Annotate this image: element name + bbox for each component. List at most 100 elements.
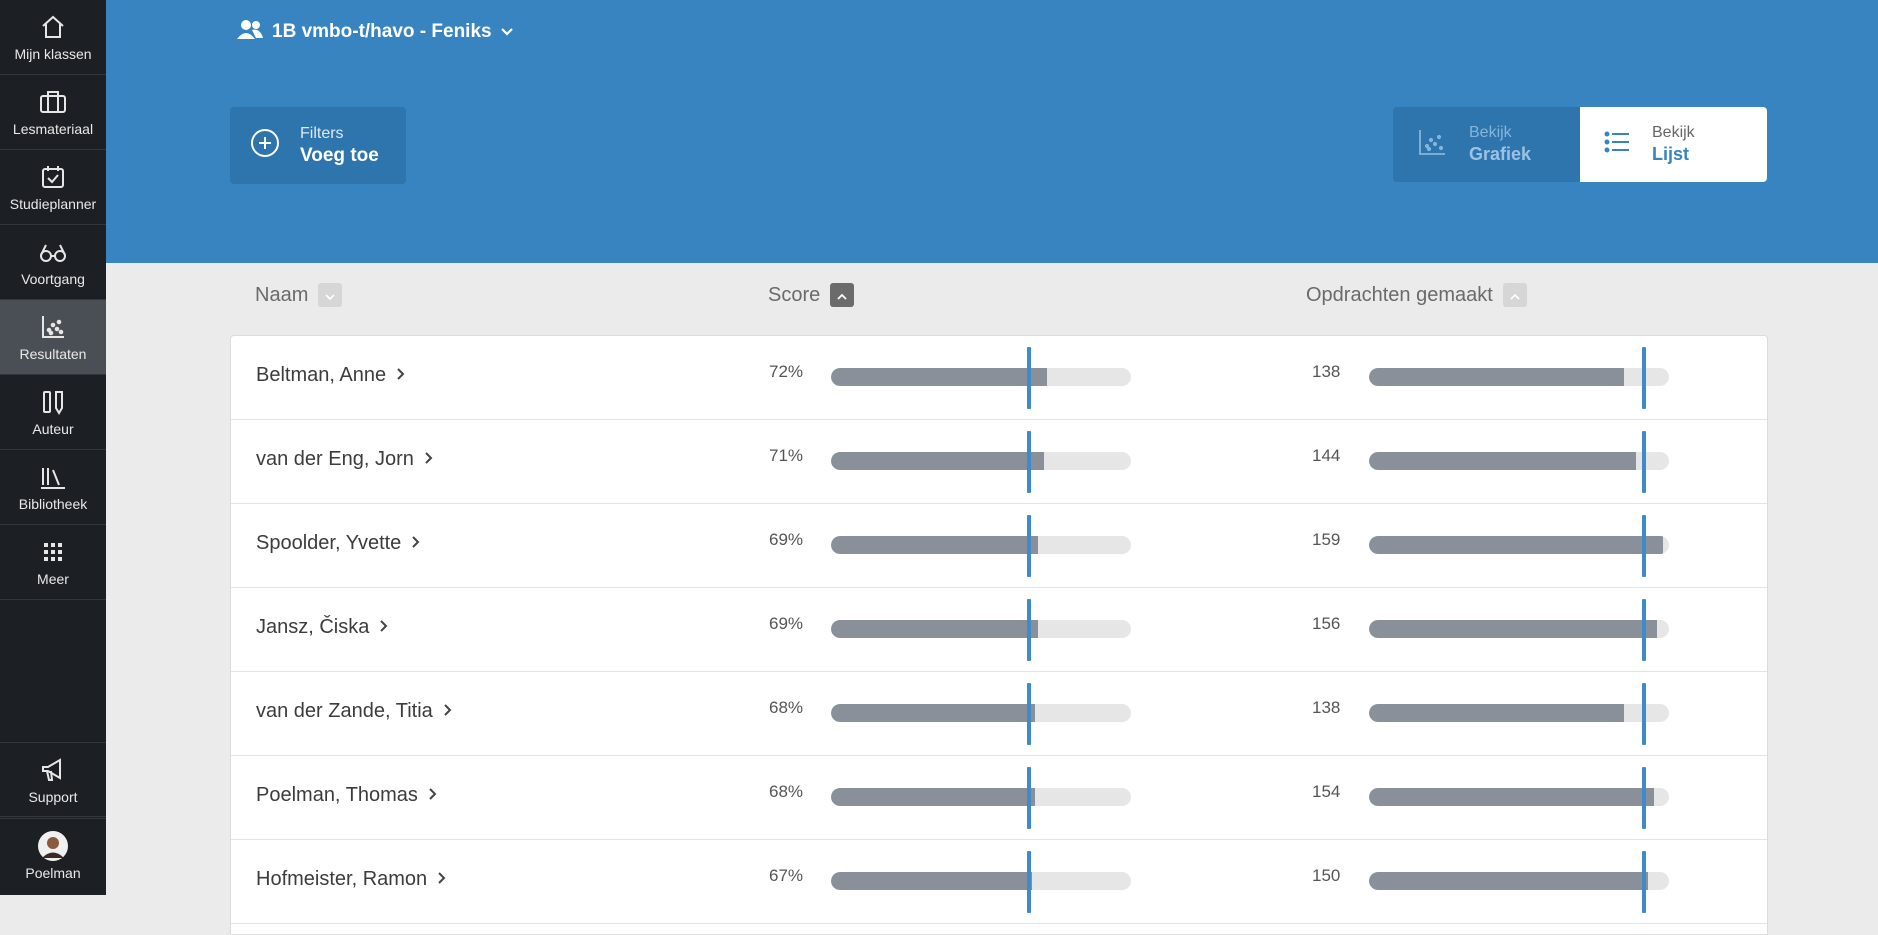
glasses-icon bbox=[38, 237, 68, 267]
assignments-average-marker bbox=[1641, 851, 1646, 913]
sidebar-item-profile[interactable]: Poelman bbox=[0, 818, 106, 893]
student-name[interactable]: van der Eng, Jorn bbox=[256, 448, 434, 471]
sidebar-item-meer[interactable]: Meer bbox=[0, 525, 106, 600]
score-value: 69% bbox=[769, 614, 804, 633]
score-value: 69% bbox=[769, 530, 804, 549]
score-bar-fill bbox=[831, 536, 1038, 554]
view-chart-button[interactable]: Bekijk Grafiek bbox=[1393, 107, 1580, 182]
group-selector[interactable]: 1B vmbo-t/havo - Feniks bbox=[236, 18, 514, 46]
column-header-score[interactable]: Score bbox=[768, 283, 855, 307]
assignments-average-marker bbox=[1641, 431, 1646, 493]
view-list-button[interactable]: Bekijk Lijst bbox=[1580, 107, 1767, 182]
table-row[interactable]: Hofmeister, Ramon 67% 150 bbox=[231, 840, 1767, 924]
table-row[interactable]: Beltman, Anne 72% 138 bbox=[231, 336, 1767, 420]
sidebar-item-label: Studieplanner bbox=[9, 196, 97, 212]
assignments-bar bbox=[1369, 620, 1669, 638]
library-icon bbox=[38, 462, 68, 492]
table-row[interactable]: Poelman, Thomas 68% 154 bbox=[231, 756, 1767, 840]
student-name-label: van der Zande, Titia bbox=[256, 700, 433, 722]
add-filter-button[interactable]: Filters Voeg toe bbox=[230, 107, 406, 184]
sidebar-item-studieplanner[interactable]: Studieplanner bbox=[0, 150, 106, 225]
column-header-label: Opdrachten gemaakt bbox=[1306, 283, 1493, 306]
sidebar-item-auteur[interactable]: Auteur bbox=[0, 375, 106, 450]
sidebar-item-label: Mijn klassen bbox=[14, 46, 92, 62]
sidebar-item-label: Lesmateriaal bbox=[12, 121, 94, 137]
assignments-bar bbox=[1369, 704, 1669, 722]
student-name-label: Spoolder, Yvette bbox=[256, 532, 402, 554]
view-list-label: Lijst bbox=[1652, 144, 1690, 164]
score-average-marker bbox=[1027, 683, 1031, 745]
chevron-right-icon bbox=[424, 448, 434, 471]
student-name[interactable]: Jansz, Čiska bbox=[256, 616, 389, 639]
assignments-bar bbox=[1369, 452, 1669, 470]
results-table: Beltman, Anne 72% 138 van der Eng, Jorn … bbox=[230, 335, 1768, 935]
chevron-up-icon bbox=[1509, 284, 1521, 307]
score-average-marker bbox=[1027, 515, 1031, 577]
briefcase-icon bbox=[38, 87, 68, 117]
assignments-value: 159 bbox=[1312, 530, 1341, 549]
score-value: 71% bbox=[769, 446, 804, 465]
view-caption: Bekijk bbox=[1469, 124, 1512, 141]
student-name[interactable]: van der Zande, Titia bbox=[256, 700, 453, 723]
column-header-name[interactable]: Naam bbox=[255, 283, 343, 307]
pencil-ruler-icon bbox=[38, 387, 68, 417]
score-bar bbox=[831, 704, 1131, 722]
score-bar-fill bbox=[831, 872, 1032, 890]
score-value: 67% bbox=[769, 866, 804, 885]
sidebar-item-resultaten[interactable]: Resultaten bbox=[0, 300, 106, 375]
score-bar bbox=[831, 368, 1131, 386]
chevron-right-icon bbox=[428, 784, 438, 807]
student-name[interactable]: Poelman, Thomas bbox=[256, 784, 438, 807]
scatter-chart-icon bbox=[38, 312, 68, 342]
sidebar-item-label: Auteur bbox=[32, 421, 74, 437]
sidebar-item-bibliotheek[interactable]: Bibliotheek bbox=[0, 450, 106, 525]
sidebar-item-support[interactable]: Support bbox=[0, 742, 106, 817]
column-header-assignments[interactable]: Opdrachten gemaakt bbox=[1306, 283, 1527, 307]
assignments-bar-fill bbox=[1369, 788, 1654, 806]
score-value: 72% bbox=[769, 362, 804, 381]
score-average-marker bbox=[1027, 599, 1031, 661]
sidebar-item-label: Voortgang bbox=[21, 271, 85, 287]
sidebar-item-label: Support bbox=[28, 788, 78, 805]
student-name[interactable]: Spoolder, Yvette bbox=[256, 532, 421, 555]
table-row[interactable]: van der Zande, Titia 68% 138 bbox=[231, 672, 1767, 756]
assignments-average-marker bbox=[1641, 599, 1646, 661]
sidebar-item-label: Meer bbox=[37, 571, 69, 587]
sort-toggle[interactable] bbox=[318, 283, 343, 307]
column-header-label: Naam bbox=[255, 283, 309, 306]
page-header: 1B vmbo-t/havo - Feniks Filters Voeg toe… bbox=[106, 0, 1878, 263]
assignments-bar-fill bbox=[1369, 452, 1636, 470]
sort-toggle[interactable] bbox=[1502, 283, 1527, 307]
chevron-down-icon bbox=[324, 284, 336, 307]
sort-toggle[interactable] bbox=[830, 283, 855, 307]
table-row[interactable]: Jansz, Čiska 69% 156 bbox=[231, 588, 1767, 672]
table-row[interactable]: van der Eng, Jorn 71% 144 bbox=[231, 420, 1767, 504]
assignments-bar bbox=[1369, 368, 1669, 386]
group-label: 1B vmbo-t/havo - Feniks bbox=[272, 21, 492, 42]
filters-action: Voeg toe bbox=[300, 144, 379, 166]
list-icon bbox=[1604, 130, 1630, 159]
score-bar-fill bbox=[831, 704, 1035, 722]
assignments-value: 150 bbox=[1312, 866, 1341, 885]
assignments-average-marker bbox=[1641, 515, 1646, 577]
assignments-bar-fill bbox=[1369, 620, 1657, 638]
sidebar-item-mijn-klassen[interactable]: Mijn klassen bbox=[0, 0, 106, 75]
calendar-check-icon bbox=[38, 162, 68, 192]
avatar bbox=[38, 831, 68, 861]
assignments-average-marker bbox=[1641, 767, 1646, 829]
assignments-value: 138 bbox=[1312, 362, 1341, 381]
student-name-label: Poelman, Thomas bbox=[256, 784, 418, 806]
assignments-average-marker bbox=[1641, 683, 1646, 745]
student-name[interactable]: Hofmeister, Ramon bbox=[256, 868, 447, 891]
plus-circle-icon bbox=[250, 128, 280, 163]
score-average-marker bbox=[1027, 767, 1031, 829]
sidebar-item-lesmateriaal[interactable]: Lesmateriaal bbox=[0, 75, 106, 150]
sidebar-item-voortgang[interactable]: Voortgang bbox=[0, 225, 106, 300]
sidebar-item-label: Resultaten bbox=[19, 346, 87, 362]
score-value: 68% bbox=[769, 782, 804, 801]
student-name[interactable]: Beltman, Anne bbox=[256, 364, 406, 387]
table-row[interactable]: Spoolder, Yvette 69% 159 bbox=[231, 504, 1767, 588]
score-average-marker bbox=[1027, 431, 1031, 493]
assignments-bar bbox=[1369, 536, 1669, 554]
chevron-right-icon bbox=[396, 364, 406, 387]
